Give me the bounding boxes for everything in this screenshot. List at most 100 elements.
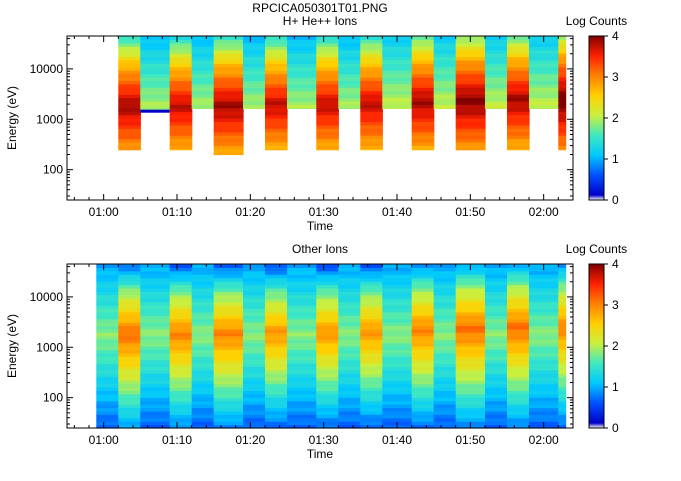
- heatmap-cell: [529, 287, 559, 292]
- heatmap-cell: [485, 264, 508, 268]
- heatmap-cell: [507, 42, 530, 47]
- heatmap-cell: [382, 104, 413, 109]
- heatmap-cell: [507, 359, 530, 364]
- heatmap-cell: [507, 90, 530, 95]
- heatmap-cell: [316, 373, 339, 378]
- heatmap-cell: [118, 417, 141, 422]
- heatmap-cell: [96, 359, 119, 364]
- heatmap-cell: [118, 407, 141, 412]
- sweep-column: [265, 264, 288, 429]
- heatmap-cell: [96, 380, 119, 385]
- heatmap-cell: [243, 267, 266, 272]
- heatmap-cell: [455, 373, 486, 378]
- heatmap-cell: [382, 277, 413, 282]
- heatmap-cell: [213, 352, 244, 357]
- heatmap-cell: [287, 77, 317, 81]
- heatmap-cell: [265, 311, 288, 316]
- heatmap-cell: [507, 342, 530, 347]
- heatmap-cell: [455, 270, 486, 275]
- heatmap-cell: [169, 369, 193, 374]
- heatmap-cell: [265, 380, 288, 385]
- heatmap-cell: [455, 383, 486, 388]
- heatmap-cell: [265, 141, 288, 146]
- heatmap-cell: [118, 311, 141, 316]
- heatmap-cell: [507, 332, 530, 337]
- heatmap-cell: [191, 42, 215, 47]
- heatmap-cell: [360, 421, 383, 426]
- heatmap-cell: [485, 328, 508, 333]
- heatmap-cell: [316, 414, 339, 419]
- heatmap-cell: [382, 70, 413, 75]
- heatmap-cell: [338, 346, 361, 350]
- heatmap-cell: [485, 104, 508, 109]
- heatmap-cell: [140, 393, 171, 398]
- heatmap-cell: [455, 46, 486, 51]
- heatmap-cell: [433, 325, 457, 330]
- heatmap-cell: [507, 339, 530, 344]
- heatmap-cell: [169, 36, 193, 40]
- heatmap-cell: [529, 322, 559, 327]
- heatmap-cell: [213, 135, 244, 140]
- heatmap-cell: [382, 417, 413, 422]
- heatmap-cell: [558, 332, 567, 337]
- heatmap-cell: [191, 311, 215, 316]
- heatmap-cell: [558, 356, 567, 361]
- heatmap-cell: [507, 107, 530, 112]
- heatmap-cell: [360, 104, 383, 109]
- heatmap-cell: [316, 380, 339, 385]
- heatmap-cell: [558, 80, 567, 85]
- heatmap-cell: [265, 87, 288, 92]
- heatmap-cell: [360, 36, 383, 40]
- heatmap-cell: [265, 264, 288, 268]
- heatmap-cell: [507, 301, 530, 306]
- heatmap-cell: [287, 349, 317, 354]
- heatmap-cell: [529, 417, 559, 422]
- heatmap-cell: [507, 308, 530, 313]
- heatmap-cell: [507, 366, 530, 371]
- heatmap-cell: [265, 46, 288, 51]
- heatmap-cell: [243, 49, 266, 54]
- heatmap-cell: [169, 397, 193, 402]
- heatmap-cell: [558, 73, 567, 78]
- heatmap-cell: [213, 410, 244, 415]
- heatmap-cell: [140, 46, 171, 51]
- heatmap-cell: [243, 270, 266, 275]
- heatmap-cell: [265, 114, 288, 119]
- heatmap-cell: [485, 349, 508, 354]
- heatmap-cell: [411, 346, 435, 350]
- heatmap-cell: [455, 301, 486, 306]
- heatmap-cell: [433, 46, 457, 51]
- heatmap-cell: [191, 325, 215, 330]
- heatmap-cell: [118, 77, 141, 81]
- heatmap-cell: [360, 407, 383, 412]
- heatmap-cell: [287, 100, 317, 105]
- heatmap-cell: [265, 349, 288, 354]
- heatmap-cell: [265, 407, 288, 412]
- heatmap-cell: [169, 404, 193, 409]
- heatmap-cell: [316, 77, 339, 81]
- colorbar-tick-label: 1: [612, 380, 619, 394]
- heatmap-cell: [411, 49, 435, 54]
- heatmap-cell: [213, 124, 244, 129]
- heatmap-cell: [455, 131, 486, 136]
- heatmap-cell: [338, 383, 361, 388]
- heatmap-cell: [191, 318, 215, 323]
- heatmap-cell: [191, 90, 215, 95]
- heatmap-cell: [287, 264, 317, 268]
- heatmap-cell: [529, 387, 559, 391]
- heatmap-cell: [455, 380, 486, 385]
- sweep-column: [118, 36, 141, 151]
- heatmap-cell: [558, 94, 567, 99]
- heatmap-cell: [169, 349, 193, 354]
- heatmap-cell: [411, 380, 435, 385]
- heatmap-cell: [382, 77, 413, 81]
- heatmap-cell: [243, 332, 266, 337]
- heatmap-cell: [287, 294, 317, 299]
- heatmap-cell: [507, 111, 530, 116]
- heatmap-cell: [411, 118, 435, 122]
- heatmap-cell: [140, 315, 171, 320]
- heatmap-cell: [118, 424, 141, 429]
- heatmap-cell: [338, 94, 361, 99]
- heatmap-cell: [140, 346, 171, 350]
- heatmap-cell: [360, 53, 383, 58]
